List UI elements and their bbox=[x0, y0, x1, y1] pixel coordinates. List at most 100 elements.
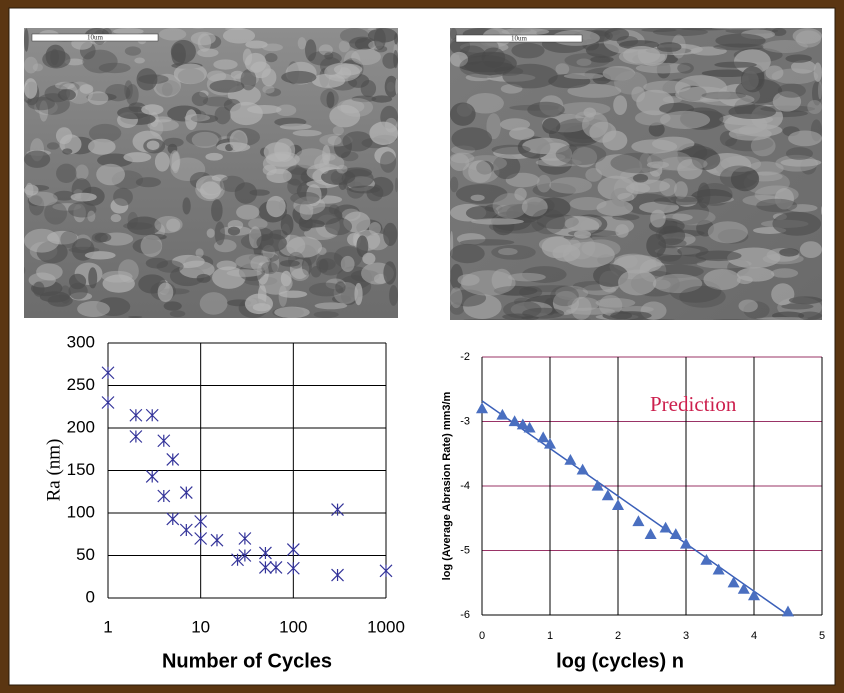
texture bbox=[157, 260, 184, 272]
texture bbox=[96, 164, 125, 186]
texture bbox=[341, 256, 355, 272]
texture bbox=[60, 231, 77, 248]
y-tick-label: 200 bbox=[67, 417, 95, 436]
texture bbox=[75, 165, 88, 181]
x-tick-label: 10 bbox=[191, 617, 210, 636]
texture bbox=[789, 296, 822, 304]
texture bbox=[647, 151, 692, 171]
texture bbox=[166, 219, 180, 232]
y-tick-label: 150 bbox=[67, 460, 95, 479]
texture bbox=[679, 286, 726, 308]
texture bbox=[213, 59, 237, 69]
texture bbox=[55, 82, 75, 90]
texture bbox=[207, 229, 215, 238]
texture bbox=[756, 199, 797, 212]
x-axis-title: Number of Cycles bbox=[162, 650, 332, 672]
y-tick-label: -5 bbox=[460, 544, 470, 556]
texture bbox=[371, 95, 392, 102]
texture bbox=[720, 166, 758, 189]
x-tick-label: 5 bbox=[819, 630, 825, 642]
texture bbox=[459, 55, 512, 78]
texture bbox=[77, 301, 110, 317]
texture bbox=[293, 130, 322, 136]
texture bbox=[451, 127, 492, 150]
texture bbox=[581, 239, 620, 257]
texture bbox=[821, 206, 822, 215]
texture bbox=[369, 122, 398, 145]
texture bbox=[159, 28, 186, 41]
texture bbox=[654, 197, 702, 206]
texture bbox=[617, 36, 639, 47]
texture bbox=[603, 66, 636, 81]
y-tick-label: 100 bbox=[67, 502, 95, 521]
texture bbox=[123, 152, 151, 162]
texture bbox=[334, 64, 362, 76]
texture bbox=[164, 138, 184, 147]
texture bbox=[230, 130, 248, 151]
texture bbox=[631, 86, 645, 102]
texture bbox=[141, 235, 163, 257]
texture bbox=[256, 233, 286, 252]
texture bbox=[549, 177, 592, 194]
texture bbox=[259, 272, 293, 295]
texture bbox=[556, 63, 570, 75]
texture bbox=[615, 224, 628, 238]
texture bbox=[395, 178, 398, 193]
texture bbox=[113, 188, 133, 206]
texture bbox=[123, 222, 153, 229]
texture bbox=[128, 316, 142, 318]
texture bbox=[511, 43, 544, 58]
texture bbox=[205, 153, 222, 161]
texture bbox=[266, 196, 286, 217]
texture bbox=[814, 63, 822, 82]
texture bbox=[164, 301, 182, 310]
texture bbox=[798, 312, 822, 320]
texture bbox=[362, 253, 375, 265]
texture bbox=[741, 66, 765, 92]
texture bbox=[290, 192, 319, 205]
texture bbox=[24, 267, 25, 274]
micrograph bbox=[24, 28, 398, 318]
texture bbox=[617, 193, 634, 201]
texture bbox=[280, 124, 312, 130]
texture bbox=[713, 319, 748, 320]
texture bbox=[62, 148, 72, 154]
texture bbox=[88, 139, 116, 155]
texture bbox=[305, 39, 316, 61]
figure: 10um 10um 0501001502002503001101001000Nu… bbox=[0, 0, 844, 693]
texture bbox=[340, 98, 373, 117]
texture bbox=[147, 140, 160, 150]
texture bbox=[450, 153, 474, 164]
texture bbox=[197, 274, 211, 283]
texture bbox=[126, 84, 139, 106]
texture bbox=[564, 216, 602, 231]
texture bbox=[450, 103, 476, 126]
x-tick-label: 0 bbox=[479, 630, 485, 642]
texture bbox=[498, 248, 518, 255]
texture bbox=[537, 175, 551, 193]
texture bbox=[660, 111, 710, 129]
texture bbox=[111, 214, 122, 222]
texture bbox=[113, 28, 144, 35]
texture bbox=[542, 118, 560, 134]
y-tick-label: -2 bbox=[460, 351, 470, 363]
texture bbox=[674, 181, 688, 199]
texture bbox=[262, 85, 274, 93]
texture bbox=[324, 52, 333, 59]
annotation: Prediction bbox=[650, 392, 737, 416]
texture bbox=[493, 193, 528, 219]
texture bbox=[807, 100, 822, 114]
texture bbox=[367, 28, 376, 30]
texture bbox=[657, 42, 682, 52]
texture bbox=[24, 28, 29, 51]
x-axis-title: log (cycles) n bbox=[556, 650, 684, 672]
texture bbox=[58, 89, 76, 100]
texture bbox=[227, 269, 262, 277]
texture bbox=[728, 105, 776, 119]
texture bbox=[818, 81, 822, 99]
texture bbox=[584, 108, 597, 118]
x-tick-label: 4 bbox=[751, 630, 757, 642]
texture bbox=[326, 92, 334, 109]
texture bbox=[184, 114, 210, 121]
texture bbox=[197, 48, 218, 57]
